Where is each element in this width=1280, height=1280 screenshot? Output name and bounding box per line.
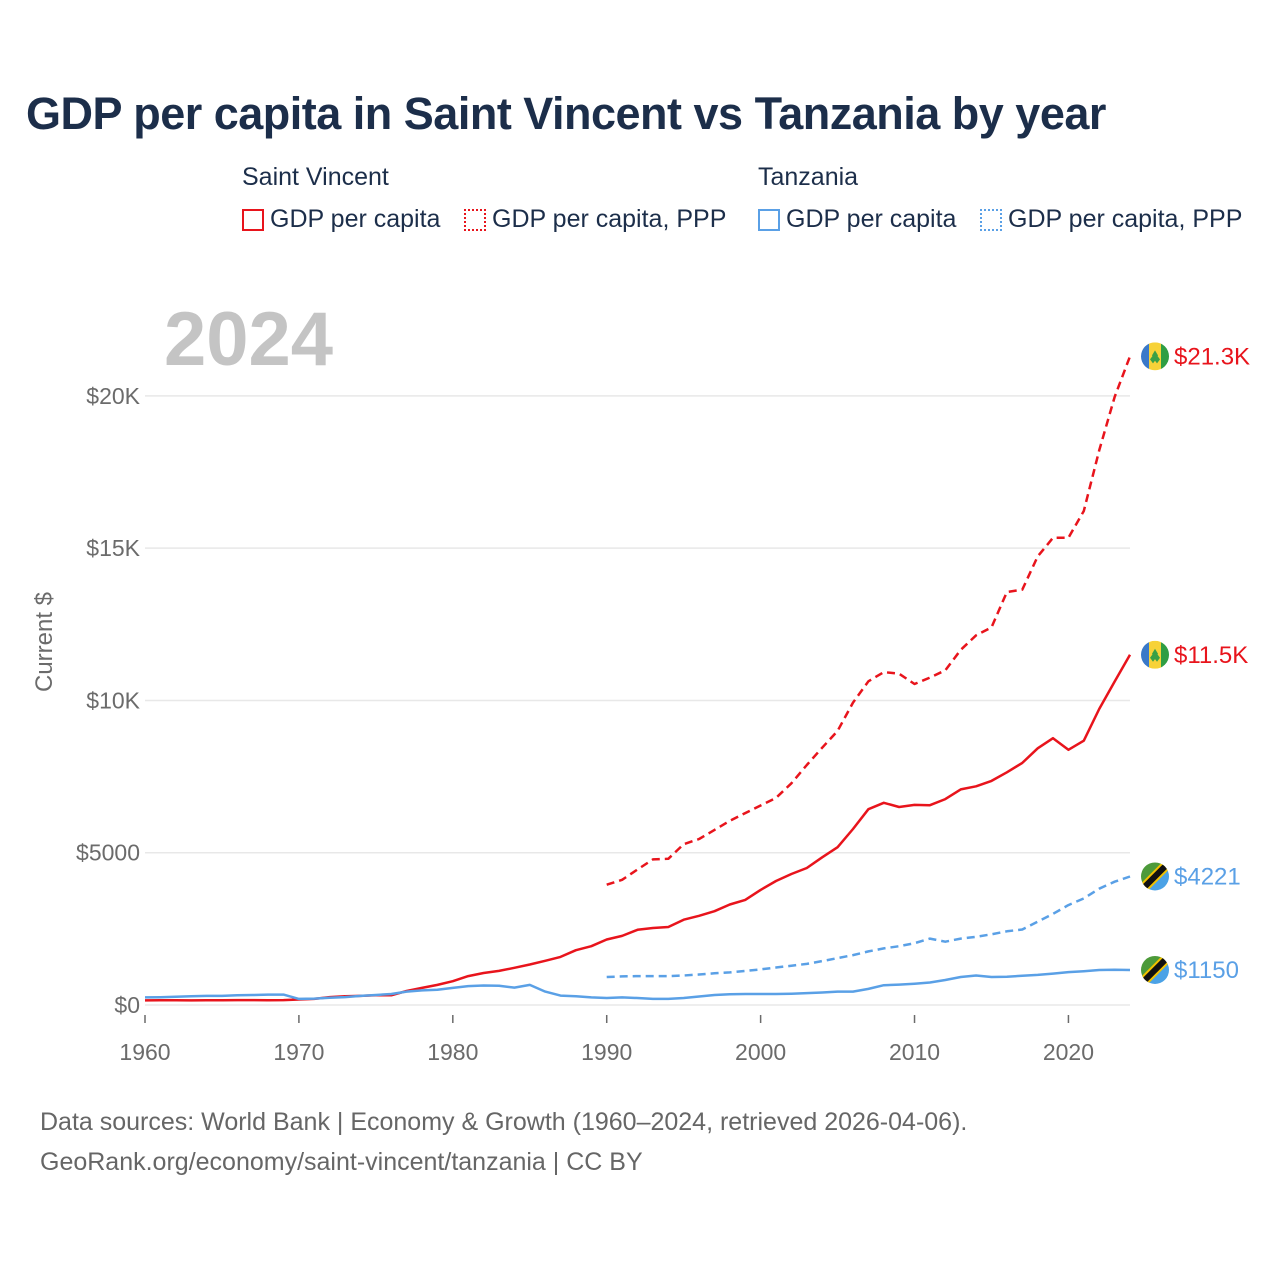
y-tick-label: $15K	[86, 535, 140, 561]
axes: $0 $5000 $10K $15K $20K 1960 1970 1980 1990 2000 2…	[76, 383, 1094, 1065]
legend-swatch-solid-blue	[758, 208, 780, 231]
year-watermark: 2024	[164, 297, 334, 382]
legend-item-tz-gdp[interactable]: GDP per capita	[758, 205, 956, 234]
chart-title: GDP per capita in Saint Vincent vs Tanza…	[26, 88, 1106, 139]
legend-item-tz-ppp[interactable]: GDP per capita, PPP	[980, 205, 1242, 234]
x-tick-label: 1990	[581, 1039, 632, 1065]
legend-item-label: GDP per capita	[270, 205, 441, 233]
x-tick-label: 1980	[427, 1039, 478, 1065]
tanzania-flag-icon	[1141, 862, 1169, 891]
series-line-2[interactable]	[144, 968, 1131, 1001]
y-tick-label: $5000	[76, 840, 140, 866]
end-labels: $11.5K $21.3K $1150 $4221	[1141, 342, 1250, 984]
y-tick-label: $10K	[86, 687, 140, 713]
legend-swatch-dotted-blue	[980, 208, 1002, 231]
legend-swatch-dotted-red	[464, 208, 486, 231]
x-tick-label: 2010	[889, 1039, 940, 1065]
end-label-1: $21.3K	[1174, 343, 1250, 370]
series-line-1[interactable]	[606, 355, 1132, 886]
y-axis-title: Current $	[31, 592, 58, 692]
grid-lines	[145, 395, 1130, 1006]
saint-vincent-flag-icon	[1141, 342, 1169, 371]
y-tick-label: $0	[114, 992, 140, 1018]
end-label-3: $4221	[1174, 863, 1241, 890]
legend-group-title-saint-vincent: Saint Vincent	[242, 163, 389, 191]
series-line-3[interactable]	[606, 875, 1131, 979]
x-tick-label: 2000	[735, 1039, 786, 1065]
legend-item-label: GDP per capita, PPP	[1008, 205, 1243, 233]
x-tick-label: 1970	[273, 1039, 324, 1065]
legend-item-sv-gdp[interactable]: GDP per capita	[242, 205, 440, 234]
series-lines	[144, 355, 1132, 1002]
legend-group-title-tanzania: Tanzania	[758, 163, 859, 191]
legend-item-label: GDP per capita	[786, 205, 957, 233]
x-tick-label: 1960	[119, 1039, 170, 1065]
legend-item-sv-ppp[interactable]: GDP per capita, PPP	[464, 205, 726, 234]
tanzania-flag-icon	[1141, 955, 1169, 984]
x-tick-label: 2020	[1043, 1039, 1094, 1065]
end-label-0: $11.5K	[1174, 642, 1248, 669]
end-label-2: $1150	[1174, 957, 1239, 984]
legend-swatch-solid-red	[242, 208, 264, 231]
y-tick-label: $20K	[86, 383, 140, 409]
source-line-1: Data sources: World Bank | Economy & Gro…	[40, 1108, 968, 1136]
legend-item-label: GDP per capita, PPP	[492, 205, 727, 233]
series-line-0[interactable]	[144, 654, 1132, 1002]
saint-vincent-flag-icon	[1141, 640, 1169, 669]
source-line-2[interactable]: GeoRank.org/economy/saint-vincent/tanzan…	[40, 1148, 643, 1176]
